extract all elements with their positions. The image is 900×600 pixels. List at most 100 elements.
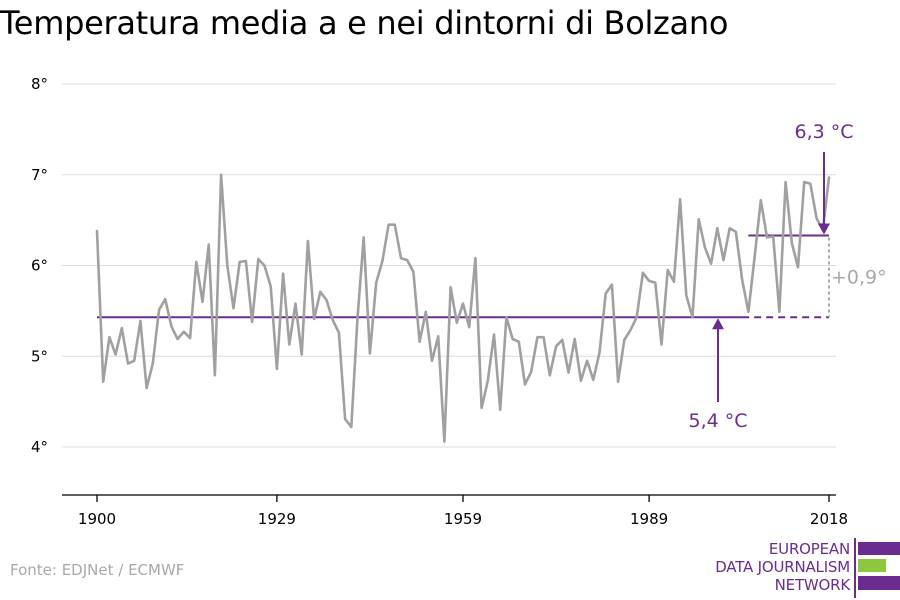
gridlines: 4° 5° 6° 7° 8° [31,75,836,456]
data-point [622,338,626,342]
data-point [802,180,806,184]
series-layer [95,173,831,443]
logo-bar-purple-top [858,542,900,555]
data-point [132,359,136,363]
source-note: Fonte: EDJNet / ECMWF [10,561,185,579]
data-point [380,259,384,263]
data-point [641,271,645,275]
data-point [572,337,576,341]
data-point [442,439,446,443]
data-point [349,425,353,429]
data-point [405,258,409,262]
data-point [603,291,607,295]
data-point [219,173,223,177]
data-point [268,284,272,288]
data-point [312,317,316,321]
data-point [703,245,707,249]
data-point [144,386,148,390]
data-point [616,379,620,383]
data-point [101,379,105,383]
data-point [281,271,285,275]
data-point [541,335,545,339]
data-point [479,406,483,410]
data-point [461,301,465,305]
x-tick-label-1959: 1959 [444,510,482,528]
data-point [486,379,490,383]
data-point [827,175,831,179]
data-point [436,334,440,338]
logo-bar-green [858,559,886,572]
data-point [448,285,452,289]
data-point [368,351,372,355]
data-point [393,222,397,226]
y-tick-label-4: 4° [31,438,48,456]
data-point [715,226,719,230]
data-point [424,310,428,314]
data-point [783,180,787,184]
edjnet-logo: EUROPEAN DATA JOURNALISM NETWORK [700,538,900,598]
data-point [275,367,279,371]
difference-label: +0,9° [831,266,887,288]
data-point [728,226,732,230]
data-point [182,330,186,334]
recent-arrow-head [818,223,830,235]
logo-line-2: DATA JOURNALISM [715,558,850,576]
data-point [455,320,459,324]
chart-title: Temperatura media a e nei dintorni di Bo… [0,4,729,42]
logo-line-3: NETWORK [774,576,851,594]
data-point [138,319,142,323]
logo-line-1: EUROPEAN [768,540,850,558]
logo-bar-purple-bottom [858,576,900,590]
data-point [175,337,179,341]
data-point [734,230,738,234]
data-point [759,198,763,202]
data-point [566,370,570,374]
data-point [151,361,155,365]
data-point [169,324,173,328]
recent-mean-label: 6,3 °C [794,121,853,143]
data-point [771,234,775,238]
data-point [417,340,421,344]
data-point [585,359,589,363]
x-tick-label-1929: 1929 [258,510,296,528]
data-point [678,197,682,201]
data-point [554,344,558,348]
data-point [293,301,297,305]
annotations: +0,9° 6,3 °C 5,4 °C [688,121,886,432]
data-point [591,378,595,382]
data-point [362,235,366,239]
data-point [560,338,564,342]
data-point [473,256,477,260]
data-point [709,261,713,265]
data-point [765,235,769,239]
data-point [244,259,248,263]
data-point [300,352,304,356]
data-point [634,315,638,319]
data-point [225,263,229,267]
data-point [653,281,657,285]
y-tick-label-8: 8° [31,75,48,93]
data-point [374,281,378,285]
data-point [672,280,676,284]
data-point [467,325,471,329]
y-tick-label-5: 5° [31,347,48,365]
data-point [262,263,266,267]
data-point [343,417,347,421]
data-point [529,369,533,373]
data-point [194,260,198,264]
x-tick-label-1989: 1989 [630,510,668,528]
data-point [647,279,651,283]
data-point [411,270,415,274]
data-point [721,258,725,262]
data-point [777,310,781,314]
data-point [120,326,124,330]
data-point [430,359,434,363]
data-point [740,278,744,282]
data-point [746,310,750,314]
data-point [548,373,552,377]
data-point [535,335,539,339]
data-point [498,408,502,412]
data-point [287,342,291,346]
data-point [510,337,514,341]
